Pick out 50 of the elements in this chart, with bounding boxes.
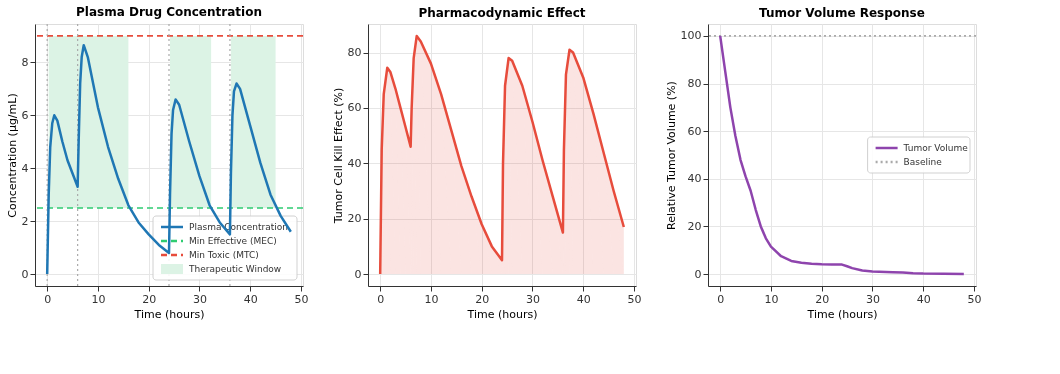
y-tick-label: 80 [347,46,362,60]
legend-label: Baseline [903,157,943,167]
chart-title: Plasma Drug Concentration [76,5,262,20]
x-tick-label: 0 [717,292,725,306]
y-tick-label: 60 [347,101,362,115]
x-axis-title: Time (hours) [806,307,878,321]
x-tick-label: 30 [192,292,207,306]
x-tick-label: 40 [576,292,591,306]
y-tick-label: 20 [347,212,362,226]
y-tick-label: 8 [21,55,29,69]
y-tick-label: 100 [680,29,702,43]
y-tick-label: 20 [687,219,702,233]
x-tick-label: 20 [475,292,490,306]
x-tick-label: 10 [91,292,106,306]
chart-title: Pharmacodynamic Effect [418,6,586,20]
y-axis-title: Concentration (μg/mL) [5,93,19,218]
x-tick-label: 10 [764,292,779,306]
x-tick-label: 20 [815,292,830,306]
y-tick-label: 80 [687,77,702,91]
x-axis-title: Time (hours) [133,307,205,321]
x-tick-label: 30 [525,292,540,306]
y-axis-title: Tumor Cell Kill Effect (%) [331,87,345,225]
y-axis-title: Relative Tumor Volume (%) [664,81,678,230]
x-tick-label: 40 [916,292,931,306]
y-tick-label: 0 [21,267,29,281]
legend-label: Therapeutic Window [188,264,282,274]
y-tick-label: 40 [347,156,362,170]
x-tick-label: 20 [142,292,157,306]
x-tick-label: 10 [424,292,439,306]
x-tick-label: 40 [243,292,258,306]
x-tick-label: 50 [627,292,642,306]
x-axis-title: Time (hours) [466,307,538,321]
line-series [718,34,966,276]
chart-title: Tumor Volume Response [759,6,925,20]
line-series [45,43,293,276]
y-tick-label: 0 [354,267,362,281]
legend-label: Min Effective (MEC) [189,236,277,246]
y-tick-label: 6 [21,108,29,122]
legend-label: Min Toxic (MTC) [189,250,259,260]
x-tick-label: 0 [377,292,385,306]
x-tick-label: 50 [967,292,982,306]
x-tick-label: 50 [294,292,309,306]
y-tick-label: 2 [21,214,29,228]
x-tick-label: 0 [44,292,52,306]
x-tick-label: 30 [865,292,880,306]
y-tick-label: 60 [687,124,702,138]
y-tick-label: 40 [687,172,702,186]
legend-label: Tumor Volume [902,143,969,153]
y-tick-label: 0 [694,267,702,281]
y-tick-label: 4 [21,161,29,175]
